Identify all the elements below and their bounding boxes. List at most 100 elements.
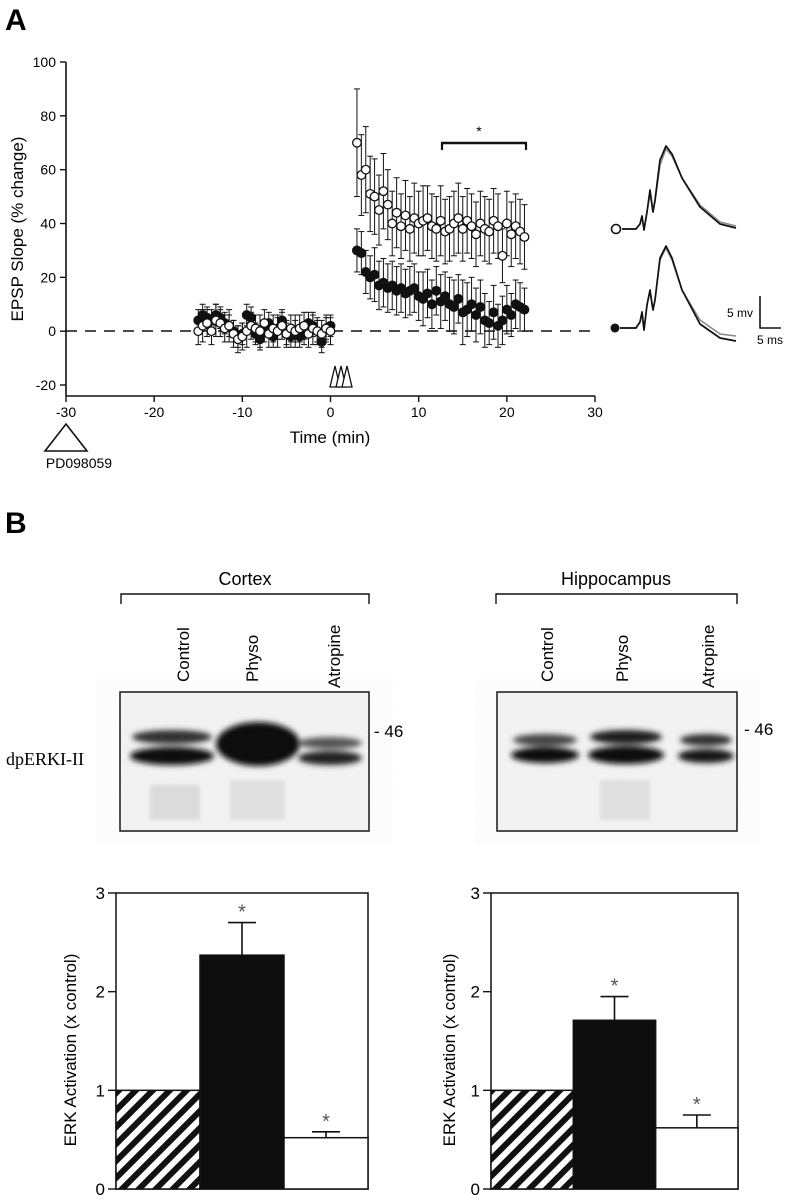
hippo-lane-physo: Physo: [613, 635, 632, 682]
significance-star: *: [611, 976, 619, 998]
data-point-open: [501, 218, 512, 229]
panel-a-label: A: [5, 4, 27, 37]
data-point-open: [484, 226, 495, 237]
y-tick-label: 1: [96, 1081, 105, 1100]
cortex-bracket: [120, 593, 370, 604]
y-tick-label: 80: [40, 108, 56, 124]
y-tick-label: 3: [471, 884, 480, 903]
data-point-filled: [409, 283, 420, 294]
y-tick-label: 2: [471, 983, 480, 1002]
cortex-western-blot: [119, 691, 370, 832]
data-point-filled: [316, 336, 327, 347]
data-point-filled: [453, 293, 464, 304]
data-point-open: [369, 191, 380, 202]
y-tick-label: 40: [40, 216, 56, 232]
y-axis-label: ERK Activation (x control): [440, 954, 459, 1147]
bars: **: [490, 976, 739, 1190]
data-point-open: [506, 229, 517, 240]
panel-b-label: B: [5, 507, 27, 540]
y-tick-label: -20: [36, 377, 56, 393]
data-point-filled: [448, 301, 459, 312]
data-point-open: [396, 221, 406, 232]
trace-filled-marker: [610, 323, 620, 333]
cortex-lane-control: Control: [174, 627, 193, 682]
data-point-open: [457, 223, 468, 234]
x-axis-label: Time (min): [290, 428, 371, 447]
y-tick-label: 100: [33, 54, 57, 70]
hippocampus-mw-marker: - 46: [744, 720, 773, 739]
trace-filled-control: [620, 245, 737, 342]
data-point-open: [404, 223, 415, 234]
data-point-open: [471, 229, 481, 240]
bar-physo: [572, 1019, 657, 1190]
significance-star: *: [476, 123, 482, 139]
data-point-open: [277, 320, 287, 331]
cortex-mw-marker: - 46: [374, 722, 403, 741]
scale-mv-label: 5 mv: [727, 306, 753, 320]
scale-bar: [759, 296, 781, 329]
hippocampus-bracket: [495, 593, 738, 604]
data-point-open: [400, 210, 411, 221]
cortex-label: Cortex: [218, 569, 271, 589]
data-point-open: [352, 137, 362, 148]
data-point-open: [255, 326, 265, 337]
data-point-open: [391, 207, 402, 218]
cortex-lane-atropine: Atropine: [325, 625, 344, 688]
data-point-filled: [246, 312, 257, 323]
y-tick-label: 20: [40, 269, 56, 285]
data-point-filled: [422, 288, 433, 299]
data-point-filled: [426, 299, 437, 310]
sample-traces: [610, 145, 781, 342]
data-point-open: [493, 221, 503, 232]
data-point-open: [360, 164, 371, 175]
bar-atropine: [654, 1127, 739, 1190]
cortex-lane-physo: Physo: [243, 635, 262, 682]
data-point-open: [387, 218, 398, 229]
data-point-filled: [497, 315, 508, 326]
y-tick-label: 2: [96, 983, 105, 1002]
scale-ms-label: 5 ms: [757, 333, 783, 347]
y-ticks: 0 1 2 3: [96, 884, 116, 1199]
y-tick-label: 1: [471, 1081, 480, 1100]
x-tick-label: -20: [144, 404, 164, 420]
data-point-filled: [255, 334, 265, 345]
x-tick-label: -10: [232, 404, 252, 420]
significance-star: *: [238, 902, 246, 924]
x-tick-label: 20: [499, 404, 515, 420]
x-tick-label: 0: [327, 404, 335, 420]
trace-open-marker: [610, 223, 622, 235]
bar-control: [490, 1089, 575, 1190]
y-axis-label: ERK Activation (x control): [61, 954, 80, 1147]
data-point-open: [224, 320, 235, 331]
bar-atropine: [283, 1136, 369, 1190]
data-point-open: [519, 232, 530, 242]
data-point-filled: [471, 310, 481, 320]
data-point-filled: [506, 310, 517, 320]
data-point-open: [497, 250, 508, 261]
data-points: [193, 137, 530, 347]
data-point-open: [325, 326, 336, 337]
x-ticks: -30 -20 -10 0 10 20 30: [56, 396, 603, 420]
trace-filled-test: [620, 247, 737, 337]
y-ticks: -20 0 20 40 60 80 100: [33, 54, 66, 393]
hippocampus-label: Hippocampus: [561, 569, 671, 589]
data-point-filled: [431, 285, 442, 296]
y-tick-label: 0: [96, 1180, 105, 1199]
bar-control: [115, 1089, 201, 1190]
y-tick-label: 0: [48, 323, 56, 339]
y-tick-label: 3: [96, 884, 105, 903]
data-point-open: [202, 318, 213, 329]
data-point-open: [299, 320, 310, 331]
hippo-lane-atropine: Atropine: [699, 625, 718, 688]
x-tick-label: 30: [587, 404, 603, 420]
x-tick-label: 10: [411, 404, 427, 420]
data-point-filled: [475, 301, 486, 312]
trace-open-test: [622, 148, 737, 231]
data-point-open: [382, 199, 393, 210]
bar-physo: [199, 954, 285, 1190]
data-point-filled: [484, 318, 495, 329]
stimulation-icon: [329, 365, 353, 388]
